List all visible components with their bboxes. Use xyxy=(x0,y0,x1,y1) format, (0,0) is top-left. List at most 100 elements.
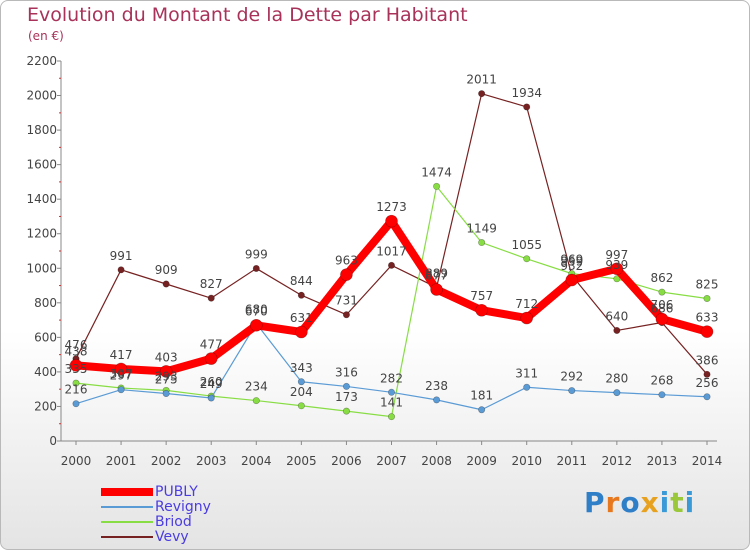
data-point-revigny xyxy=(433,396,441,404)
data-point-publy xyxy=(475,303,488,317)
data-label-vevy: 1017 xyxy=(376,244,407,258)
x-tick-label: 2014 xyxy=(692,454,723,468)
x-tick-label: 2011 xyxy=(557,454,588,468)
data-label-revigny: 280 xyxy=(605,372,628,386)
data-label-revigny: 238 xyxy=(425,379,448,393)
proxiti-logo: Proxiti xyxy=(584,486,695,519)
data-label-vevy: 844 xyxy=(290,274,313,288)
data-label-vevy: 999 xyxy=(245,247,268,261)
data-label-vevy: 476 xyxy=(65,338,88,352)
data-point-publy xyxy=(610,262,624,276)
data-point-vevy xyxy=(387,261,395,269)
data-point-publy xyxy=(430,283,443,296)
data-point-publy xyxy=(114,362,128,376)
x-tick-label: 2003 xyxy=(196,454,227,468)
data-label-vevy: 386 xyxy=(696,353,719,367)
data-label-briod: 1474 xyxy=(421,165,452,179)
y-tick-label: 1200 xyxy=(26,227,57,241)
data-label-briod: 260 xyxy=(200,375,223,389)
data-point-publy xyxy=(655,312,669,326)
x-tick-label: 2002 xyxy=(151,454,182,468)
data-point-publy xyxy=(159,365,173,378)
legend-label: Briod xyxy=(155,514,192,530)
y-tick-label: 800 xyxy=(34,296,57,310)
x-tick-label: 2005 xyxy=(286,454,317,468)
data-label-revigny: 249 xyxy=(200,377,223,391)
legend-swatch xyxy=(101,488,153,496)
legend-swatch xyxy=(101,536,153,538)
data-label-briod: 293 xyxy=(155,369,178,383)
data-label-briod: 141 xyxy=(380,396,403,410)
data-label-publy: 706 xyxy=(650,298,673,312)
data-point-revigny xyxy=(478,406,486,414)
data-label-vevy: 2011 xyxy=(466,73,497,87)
data-label-publy: 757 xyxy=(470,289,493,303)
data-label-revigny: 316 xyxy=(335,365,358,379)
data-label-revigny: 268 xyxy=(650,374,673,388)
data-label-revigny: 680 xyxy=(245,303,268,317)
data-point-briod xyxy=(613,275,621,283)
data-label-vevy: 1934 xyxy=(511,86,542,100)
data-point-publy xyxy=(295,325,308,339)
data-label-briod: 1055 xyxy=(511,238,542,252)
data-point-briod xyxy=(523,255,531,263)
y-tick-label: 200 xyxy=(34,399,57,413)
data-point-briod xyxy=(72,379,80,387)
y-tick-label: 400 xyxy=(34,365,57,379)
data-label-publy: 963 xyxy=(335,254,358,268)
data-point-briod xyxy=(703,294,711,302)
data-label-briod: 307 xyxy=(110,367,133,381)
data-label-publy: 670 xyxy=(245,304,268,318)
data-point-revigny xyxy=(658,391,666,399)
data-point-vevy xyxy=(613,326,621,334)
data-point-publy xyxy=(565,273,579,287)
data-label-publy: 633 xyxy=(696,311,719,325)
x-tick-label: 2009 xyxy=(466,454,497,468)
data-point-revigny xyxy=(162,389,170,397)
logo-letter: P xyxy=(584,486,606,519)
y-tick-label: 1400 xyxy=(26,192,57,206)
data-label-vevy: 889 xyxy=(425,266,448,280)
y-tick-label: 0 xyxy=(49,434,57,448)
logo-letter: r xyxy=(605,486,621,519)
data-label-publy: 712 xyxy=(515,297,538,311)
data-label-vevy: 959 xyxy=(560,254,583,268)
data-label-publy: 932 xyxy=(560,259,583,273)
data-label-publy: 417 xyxy=(110,348,133,362)
data-point-vevy xyxy=(523,103,531,111)
data-label-briod: 969 xyxy=(560,253,583,267)
x-tick-label: 2006 xyxy=(331,454,362,468)
x-tick-label: 2007 xyxy=(376,454,407,468)
data-point-vevy xyxy=(117,266,125,274)
data-label-publy: 438 xyxy=(65,344,88,358)
data-label-publy: 403 xyxy=(155,350,178,364)
data-label-briod: 234 xyxy=(245,380,268,394)
data-point-revigny xyxy=(703,393,711,401)
data-label-briod: 335 xyxy=(65,362,88,376)
data-point-revigny xyxy=(207,394,215,402)
logo-letter: i xyxy=(659,486,671,519)
data-label-briod: 173 xyxy=(335,390,358,404)
data-point-briod xyxy=(433,182,441,190)
y-tick-label: 2000 xyxy=(26,89,57,103)
data-point-publy xyxy=(700,325,714,338)
data-label-vevy: 991 xyxy=(110,249,133,263)
data-point-briod xyxy=(658,288,666,296)
data-label-revigny: 256 xyxy=(696,376,719,390)
series-line-vevy xyxy=(75,93,708,375)
data-label-publy: 1273 xyxy=(376,200,407,214)
data-label-revigny: 292 xyxy=(560,370,583,384)
x-tick-label: 2012 xyxy=(602,454,633,468)
data-point-publy xyxy=(520,311,534,325)
data-point-revigny xyxy=(117,386,125,394)
data-point-briod xyxy=(478,239,486,247)
data-label-vevy: 640 xyxy=(605,309,628,323)
data-point-vevy xyxy=(162,280,170,288)
legend-label: Revigny xyxy=(155,499,211,515)
legend-swatch xyxy=(101,521,153,523)
data-label-vevy: 827 xyxy=(200,277,223,291)
logo-letter: i xyxy=(684,486,696,519)
data-point-publy xyxy=(69,359,83,372)
data-label-revigny: 311 xyxy=(515,366,538,380)
